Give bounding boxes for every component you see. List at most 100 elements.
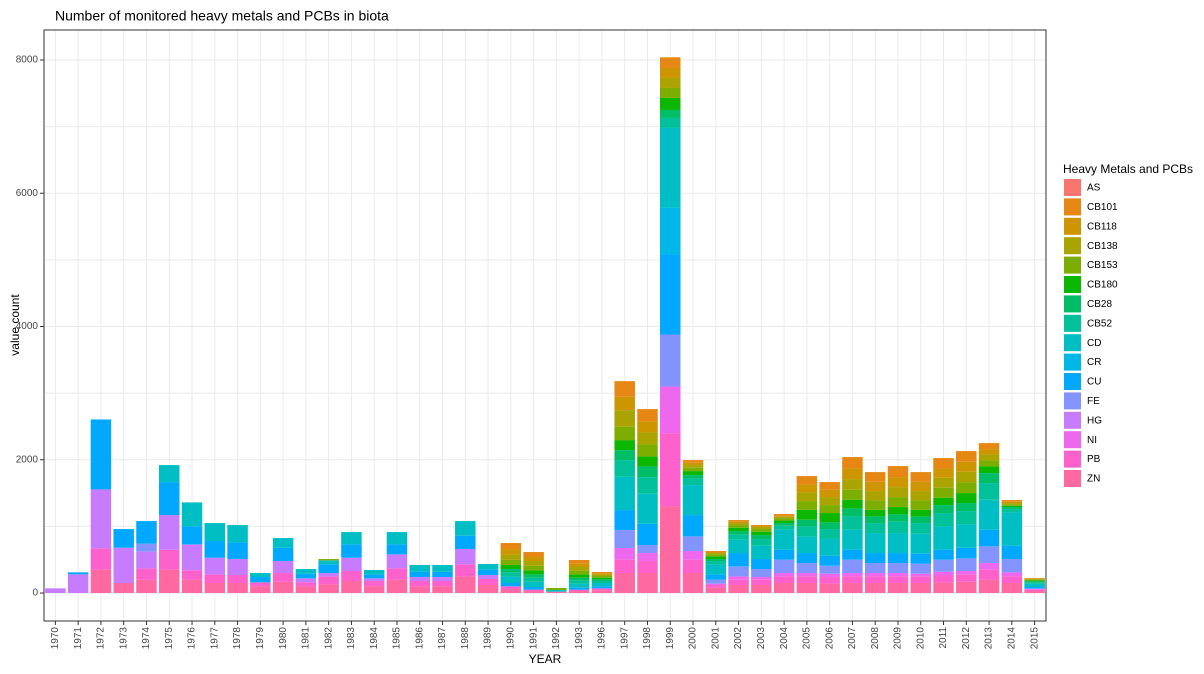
bar-segment — [911, 564, 931, 574]
bar-segment — [956, 503, 976, 511]
bar-segment — [706, 552, 726, 553]
bar-segment — [819, 566, 839, 574]
x-tick-label: 2012 — [961, 627, 972, 650]
bar-segment — [774, 526, 794, 530]
bar-segment — [660, 433, 680, 506]
bar-segment — [341, 571, 361, 581]
bar-segment — [637, 477, 657, 494]
bar-segment — [1024, 580, 1044, 581]
legend-swatch — [1064, 354, 1081, 371]
bar-segment — [933, 550, 953, 560]
bar-segment — [205, 574, 225, 583]
bar-segment — [410, 577, 430, 581]
bar-segment — [501, 589, 521, 593]
x-tick-label: 2007 — [847, 627, 858, 650]
x-tick-label: 1977 — [209, 627, 220, 650]
bar-segment — [1024, 591, 1044, 593]
bar-segment — [797, 492, 817, 501]
bar-segment — [205, 541, 225, 558]
bar-segment — [933, 468, 953, 477]
bar-segment — [227, 583, 247, 593]
bar-segment — [637, 573, 657, 593]
x-tick-label: 2000 — [688, 627, 699, 650]
bar-segment — [751, 577, 771, 580]
bar-segment — [911, 500, 931, 509]
x-tick-label: 1974 — [141, 627, 152, 650]
bar-segment — [888, 573, 908, 576]
bar-segment — [956, 493, 976, 503]
bar-segment — [523, 570, 543, 574]
bar-segment — [751, 529, 771, 532]
bar-segment — [136, 568, 156, 579]
legend-swatch — [1064, 218, 1081, 235]
x-tick-label: 2006 — [824, 627, 835, 650]
x-tick-label: 1985 — [392, 627, 403, 650]
bar-segment — [614, 548, 634, 560]
bar-segment — [501, 554, 521, 559]
bar-segment — [933, 498, 953, 505]
bar-segment — [933, 560, 953, 572]
bar-segment — [569, 574, 589, 577]
legend-label: CB153 — [1087, 260, 1118, 271]
bar-segment — [911, 510, 931, 517]
bar-segment — [159, 482, 179, 515]
bar-segment — [410, 565, 430, 572]
bar-segment — [455, 576, 475, 593]
bar-segment — [797, 526, 817, 536]
bar-segment — [1002, 512, 1022, 545]
bar-segment — [865, 533, 885, 553]
legend-label: CB118 — [1087, 221, 1117, 232]
bar-segment — [728, 520, 748, 522]
bar-segment — [728, 534, 748, 539]
bar-segment — [865, 491, 885, 500]
y-tick-label: 8000 — [16, 55, 39, 66]
bar-segment — [683, 515, 703, 536]
bar-segment — [774, 583, 794, 593]
bar-segment — [1002, 506, 1022, 507]
x-tick-label: 1970 — [50, 627, 61, 650]
bar-segment — [523, 561, 543, 566]
bar-segment — [318, 564, 338, 573]
bar-segment — [706, 553, 726, 554]
bar-segment — [979, 454, 999, 460]
legend-label: AS — [1087, 183, 1101, 194]
x-tick-label: 1999 — [665, 627, 676, 650]
bar-segment — [501, 549, 521, 554]
bar-segment — [728, 566, 748, 576]
bar-segment — [819, 490, 839, 497]
bar-segment — [91, 489, 111, 548]
bar-segment — [751, 526, 771, 527]
bar-segment — [1024, 584, 1044, 587]
bar-segment — [387, 544, 407, 554]
bar-segment — [1002, 559, 1022, 572]
bar-segment — [1002, 509, 1022, 512]
legend-swatch — [1064, 373, 1081, 390]
bar-segment — [706, 584, 726, 585]
bar-segment — [888, 466, 908, 477]
bar-segment — [865, 576, 885, 583]
bar-segment — [888, 576, 908, 583]
bar-segment — [751, 539, 771, 546]
bar-segment — [546, 590, 566, 592]
bar-segment — [706, 556, 726, 559]
bar-segment — [159, 465, 179, 482]
x-tick-label: 1997 — [619, 627, 630, 650]
bar-segment — [637, 432, 657, 444]
bar-segment — [888, 487, 908, 497]
bar-segment — [592, 572, 612, 573]
bar-segment — [569, 590, 589, 591]
bar-segment — [501, 586, 521, 589]
bar-segment — [865, 583, 885, 593]
bar-segment — [273, 548, 293, 561]
bar-segment — [614, 381, 634, 397]
x-tick-label: 1993 — [574, 627, 585, 650]
bar-segment — [364, 578, 384, 581]
bar-segment — [683, 536, 703, 551]
x-tick-label: 2014 — [1006, 627, 1017, 650]
bar-segment — [911, 554, 931, 564]
bar-segment — [205, 558, 225, 575]
bar-segment — [979, 449, 999, 454]
bar-segment — [728, 553, 748, 566]
bar-segment — [569, 571, 589, 575]
bar-segment — [501, 576, 521, 583]
